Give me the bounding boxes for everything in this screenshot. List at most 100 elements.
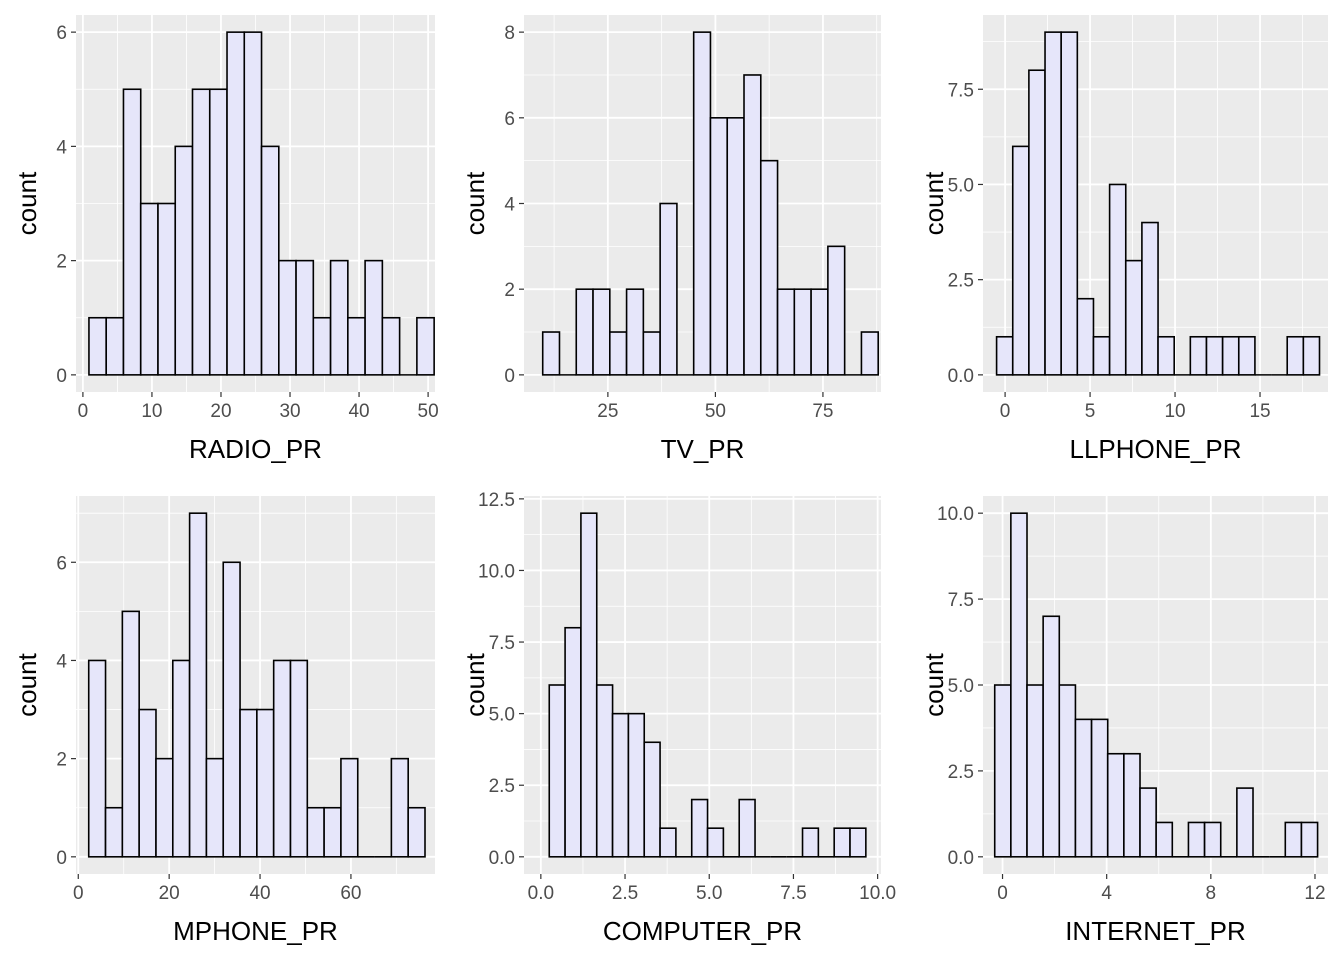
computer-bar — [611, 712, 630, 858]
llphone-bar — [1205, 335, 1224, 376]
computer-bar — [564, 626, 582, 858]
mphone-x-tick-label: 20 — [159, 883, 180, 904]
radio-x-tick-label: 20 — [210, 401, 231, 422]
internet-bar — [1155, 821, 1174, 858]
radio-y-tick-label: 2 — [56, 252, 67, 273]
radio-bar — [88, 316, 108, 376]
mphone-x-tick-label: 40 — [249, 883, 270, 904]
internet-bar — [1139, 787, 1157, 858]
radio-bar — [364, 259, 384, 376]
computer-y-tick-label: 7.5 — [489, 633, 515, 654]
tv-bar — [659, 202, 678, 376]
mphone-bar — [340, 757, 359, 858]
internet-bar — [1284, 821, 1303, 858]
computer-bar — [659, 827, 677, 858]
radio-bar — [122, 88, 142, 376]
computer-y-tick-label: 10.0 — [478, 561, 515, 582]
radio-bar — [278, 259, 297, 376]
radio-x-tick-label: 40 — [348, 401, 369, 422]
llphone-bar — [1141, 221, 1159, 376]
llphone-y-tick-label: 5.0 — [948, 175, 974, 196]
internet-x-tick-label: 8 — [1206, 883, 1217, 904]
llphone-y-tick-label: 2.5 — [948, 271, 974, 292]
tv-y-axis-title: count — [460, 171, 490, 235]
computer-y-tick-label: 0.0 — [489, 848, 515, 869]
computer-x-tick-label: 7.5 — [780, 883, 806, 904]
tv-x-axis-title: TV_PR — [661, 434, 745, 464]
mphone-bar — [155, 757, 174, 858]
llphone-bar — [1028, 69, 1046, 376]
internet-bar — [1236, 787, 1254, 858]
internet-bar — [1058, 684, 1077, 858]
computer-bar — [690, 798, 709, 858]
radio-bar — [312, 316, 332, 376]
mphone-x-tick-label: 60 — [340, 883, 361, 904]
radio-x-tick-label: 50 — [418, 401, 439, 422]
radio-y-tick-label: 4 — [56, 137, 67, 158]
mphone-bar — [205, 757, 225, 858]
tv-bar — [642, 331, 661, 376]
radio-bar — [295, 259, 315, 376]
tv-bar — [759, 159, 779, 376]
mphone-bar — [272, 659, 292, 858]
radio-x-tick-label: 10 — [141, 401, 162, 422]
radio-bar — [105, 316, 125, 376]
mphone-bar — [289, 659, 309, 858]
computer-bar — [738, 798, 756, 858]
llphone-bar — [1124, 259, 1143, 376]
computer-bar — [643, 741, 661, 858]
radio-bar — [416, 316, 435, 376]
computer-bar — [706, 827, 725, 858]
radio-bar — [347, 316, 366, 376]
internet-bar — [1042, 615, 1061, 858]
tv-histogram: 25 50 75 0 2 4 6 8 TV_PR count — [460, 15, 881, 464]
radio-bar — [208, 88, 228, 376]
tv-bar — [726, 117, 745, 376]
llphone-bar — [1189, 335, 1208, 376]
radio-bar — [260, 145, 280, 376]
computer-x-tick-label: 10.0 — [859, 883, 896, 904]
internet-y-tick-label: 7.5 — [948, 590, 974, 611]
computer-y-axis-title: count — [460, 652, 490, 716]
mphone-bar — [306, 806, 325, 858]
computer-bar — [627, 712, 646, 858]
radio-x-axis-title: RADIO_PR — [189, 434, 322, 464]
internet-bar — [1300, 821, 1319, 858]
mphone-y-tick-label: 6 — [56, 553, 67, 574]
tv-bar — [860, 331, 880, 376]
tv-x-tick-label: 25 — [597, 401, 618, 422]
llphone-bar — [995, 335, 1014, 376]
tv-y-tick-label: 2 — [504, 280, 515, 301]
tv-y-tick-label: 4 — [504, 195, 515, 216]
computer-bar — [849, 827, 867, 858]
llphone-bar — [1237, 335, 1256, 376]
radio-bar — [329, 259, 349, 376]
internet-bar — [1123, 752, 1141, 858]
llphone-y-axis-title: count — [919, 171, 949, 235]
mphone-y-tick-label: 4 — [56, 651, 67, 672]
internet-bar — [1106, 752, 1125, 858]
llphone-x-axis-title: LLPHONE_PR — [1070, 434, 1242, 464]
llphone-bar — [1108, 183, 1127, 376]
tv-bar — [609, 331, 628, 376]
mphone-y-tick-label: 0 — [56, 848, 67, 869]
radio-x-tick-label: 30 — [279, 401, 300, 422]
internet-y-tick-label: 2.5 — [948, 762, 974, 783]
llphone-bar — [1011, 145, 1030, 376]
tv-bar — [743, 74, 762, 376]
internet-bar — [1026, 684, 1044, 858]
computer-x-tick-label: 0.0 — [528, 883, 554, 904]
computer-bar — [580, 512, 598, 858]
tv-y-tick-label: 6 — [504, 109, 515, 130]
radio-bar — [191, 88, 211, 376]
computer-y-tick-label: 12.5 — [478, 490, 515, 511]
radio-bar — [381, 316, 401, 376]
mphone-y-axis-title: count — [12, 652, 42, 716]
mphone-bar — [188, 512, 208, 858]
tv-bar — [575, 288, 594, 376]
computer-y-tick-label: 2.5 — [489, 776, 515, 797]
llphone-x-tick-label: 0 — [1000, 401, 1011, 422]
tv-bar — [827, 245, 846, 376]
radio-y-axis-title: count — [12, 171, 42, 235]
